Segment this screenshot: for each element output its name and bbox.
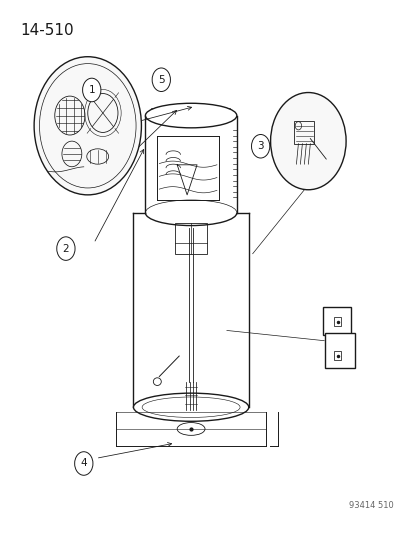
Circle shape (57, 237, 75, 260)
Bar (294, 120, 313, 144)
Bar (333, 317, 340, 326)
Text: 14-510: 14-510 (20, 23, 74, 38)
Bar (333, 351, 340, 360)
Circle shape (34, 56, 141, 195)
Circle shape (152, 68, 170, 92)
Bar (175, 223, 206, 254)
Circle shape (83, 78, 101, 102)
Circle shape (270, 93, 345, 190)
FancyBboxPatch shape (322, 307, 350, 335)
Text: 2: 2 (62, 244, 69, 254)
Text: 93414 510: 93414 510 (348, 500, 393, 510)
Text: 3: 3 (257, 141, 263, 151)
Text: 4: 4 (80, 458, 87, 469)
Circle shape (251, 134, 269, 158)
Ellipse shape (133, 393, 248, 421)
FancyBboxPatch shape (324, 333, 354, 368)
Text: 1: 1 (88, 85, 95, 95)
Circle shape (74, 452, 93, 475)
Text: 5: 5 (158, 75, 164, 85)
Ellipse shape (145, 103, 236, 128)
